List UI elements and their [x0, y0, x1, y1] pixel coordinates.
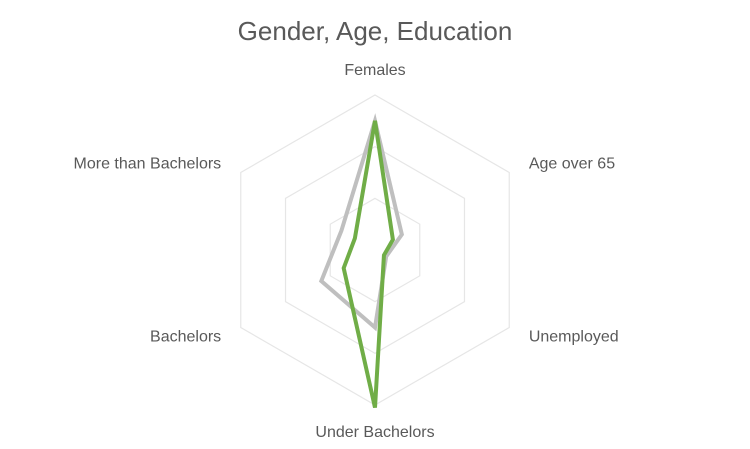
axis-labels: Females Age over 65 Unemployed Under Bachel…	[74, 62, 619, 441]
series-line-1	[318, 113, 405, 332]
grid-ring-1	[329, 197, 421, 303]
axis-label-females: Females	[344, 62, 405, 79]
axis-label-bachelors: Bachelors	[150, 329, 221, 346]
radar-series-group	[318, 113, 405, 409]
grid-ring-3	[240, 94, 510, 406]
axis-label-age-over-65: Age over 65	[529, 156, 615, 173]
axis-label-under-bachelors: Under Bachelors	[315, 424, 434, 441]
radar-grid	[240, 94, 510, 406]
grid-ring-2	[284, 145, 466, 355]
axis-label-unemployed: Unemployed	[529, 329, 619, 346]
chart-title: Gender, Age, Education	[237, 16, 513, 46]
series-line-2	[341, 120, 395, 409]
axis-label-more-than-bachelors: More than Bachelors	[74, 156, 222, 173]
